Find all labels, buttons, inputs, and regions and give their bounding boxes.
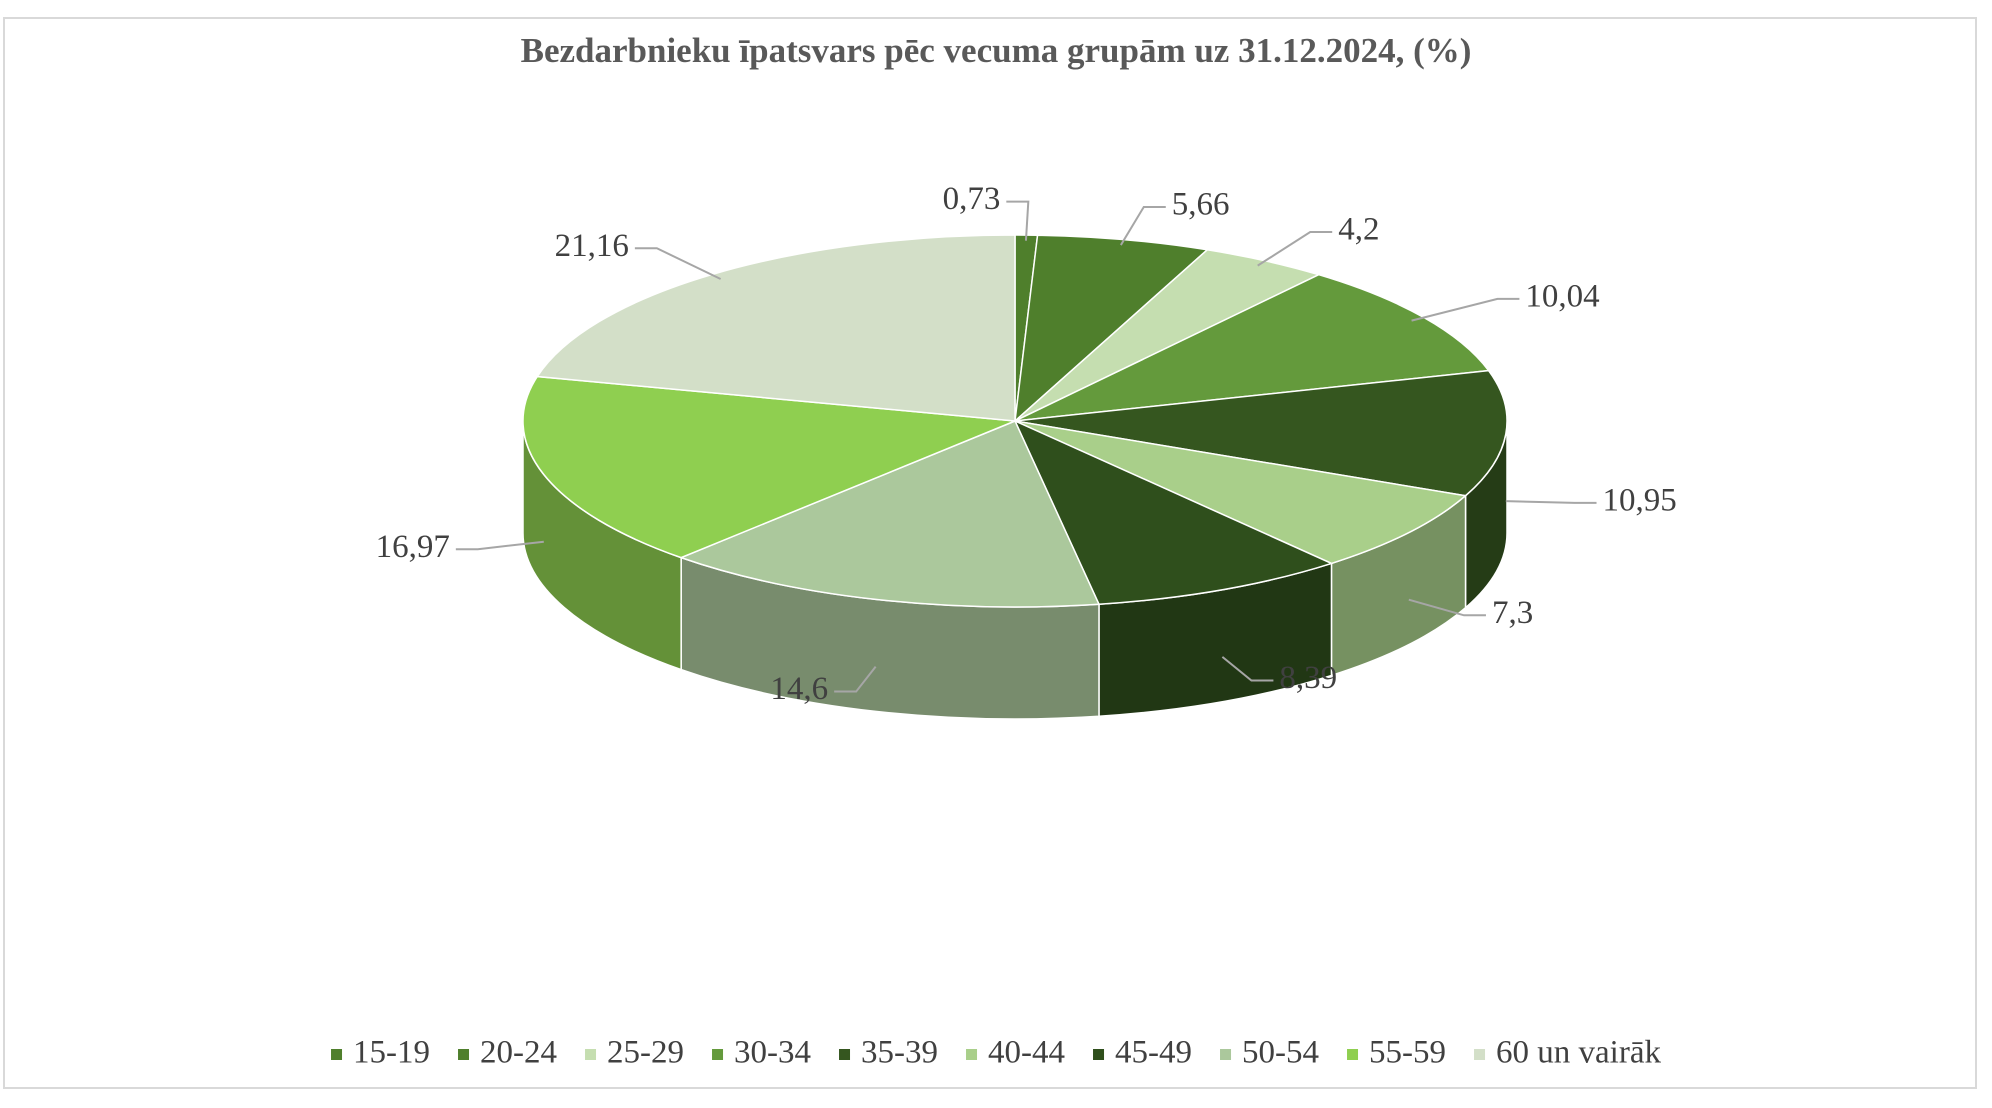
leader-line — [834, 665, 877, 693]
legend-swatch — [1220, 1049, 1232, 1060]
slice — [1014, 420, 1468, 677]
legend-swatch — [1093, 1049, 1105, 1060]
slice-top — [1014, 369, 1508, 497]
data-label: 14,6 — [770, 671, 828, 707]
slice-top — [522, 375, 1016, 559]
leader-line — [1408, 598, 1486, 617]
data-label: 16,97 — [376, 529, 450, 565]
legend-label: 45-49 — [1115, 1035, 1192, 1071]
legend: 15-19 20-24 25-29 30-34 35-39 40-44 45-49 50-54… — [331, 1035, 1661, 1071]
data-label: 4,2 — [1338, 212, 1379, 248]
leader-line — [1221, 656, 1274, 682]
legend-swatch — [966, 1049, 978, 1060]
legend-swatch — [1474, 1049, 1486, 1060]
slice-top — [1013, 419, 1334, 606]
legend-label: 40-44 — [988, 1035, 1065, 1071]
leader-line — [634, 247, 722, 280]
leader-line — [455, 540, 544, 551]
legend-label: 35-39 — [861, 1035, 938, 1071]
leader-line — [1411, 297, 1520, 322]
leader-line — [1120, 205, 1166, 246]
legend-label: 50-54 — [1242, 1035, 1319, 1071]
slice-top — [679, 420, 1101, 608]
chart-title: Bezdarbnieku īpatsvars pēc vecuma grupām… — [521, 31, 1472, 70]
slice — [1013, 419, 1334, 718]
data-label: 10,04 — [1525, 278, 1599, 314]
slice-top — [1014, 420, 1468, 565]
data-label: 7,3 — [1492, 595, 1533, 631]
legend-swatch — [331, 1049, 343, 1060]
slice — [679, 420, 1101, 720]
legend-label: 55-59 — [1369, 1035, 1446, 1071]
data-label: 21,16 — [555, 228, 629, 264]
data-label: 0,73 — [943, 181, 1001, 217]
legend-swatch — [839, 1049, 851, 1060]
legend-label: 60 un vairāk — [1496, 1035, 1661, 1071]
legend-label: 15-19 — [353, 1035, 430, 1071]
legend-swatch — [1347, 1049, 1359, 1060]
legend-swatch — [585, 1049, 597, 1060]
data-label: 8,39 — [1279, 660, 1337, 696]
legend-swatch — [458, 1049, 470, 1060]
legend-label: 30-34 — [734, 1035, 811, 1071]
data-label: 5,66 — [1172, 187, 1230, 223]
slice — [522, 375, 1016, 671]
legend-swatch — [712, 1049, 724, 1060]
legend-label: 20-24 — [480, 1035, 557, 1071]
leader-line — [1257, 231, 1333, 267]
leader-line — [1006, 200, 1030, 241]
data-label: 10,95 — [1603, 482, 1677, 518]
leader-line — [1505, 500, 1597, 504]
legend-label: 25-29 — [607, 1035, 684, 1071]
